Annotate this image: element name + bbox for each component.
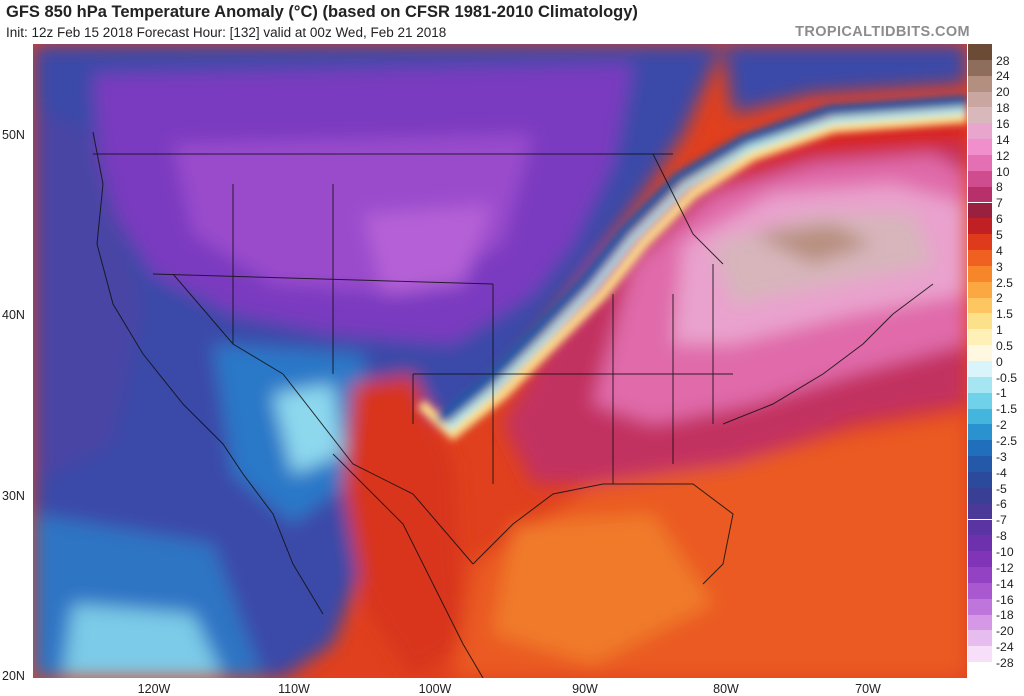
colorbar-cell	[968, 218, 992, 235]
colorbar-tick-label: -7	[996, 513, 1007, 528]
colorbar-tick-label: 24	[996, 69, 1010, 84]
colorbar-tick-label: -1.5	[996, 402, 1018, 417]
colorbar-cell	[968, 440, 992, 457]
colorbar-cell	[968, 519, 992, 536]
colorbar-cell	[968, 392, 992, 409]
colorbar-tick-label: -10	[996, 544, 1014, 559]
colorbar-tick-label: 8	[996, 180, 1003, 195]
colorbar-cell	[968, 281, 992, 298]
colorbar-tick-label: 4	[996, 243, 1003, 258]
colorbar-cell	[968, 456, 992, 472]
colorbar-tick-label: -8	[996, 529, 1007, 544]
colorbar-cell	[968, 202, 992, 219]
lon-label-120w: 120W	[137, 682, 171, 696]
colorbar-cell	[968, 234, 992, 251]
colorbar-cell	[968, 107, 992, 124]
colorbar-cell	[968, 329, 992, 346]
colorbar-tick-label: 2.5	[996, 275, 1013, 290]
lat-label-50n: 50N	[2, 128, 25, 142]
colorbar-cell	[968, 91, 992, 108]
colorbar-cell	[968, 250, 992, 266]
lon-label-100w: 100W	[418, 682, 452, 696]
colorbar-cell	[968, 376, 992, 393]
colorbar-tick-label: 16	[996, 117, 1010, 132]
colorbar-cell	[968, 503, 992, 520]
colorbar-tick-label: 5	[996, 227, 1003, 242]
colorbar-cell	[968, 170, 992, 187]
colorbar-cell	[968, 44, 992, 60]
colorbar-tick-label: 0	[996, 354, 1003, 369]
lat-label-30n: 30N	[2, 489, 25, 503]
colorbar-tick-label: 7	[996, 196, 1003, 211]
anomaly-field	[33, 44, 967, 678]
colorbar-tick-label: 3	[996, 259, 1003, 274]
colorbar-cell	[968, 630, 992, 647]
colorbar-tick-label: -5	[996, 481, 1007, 496]
colorbar-tick-label: 20	[996, 85, 1010, 100]
colorbar-cell	[968, 154, 992, 171]
lat-label-40n: 40N	[2, 308, 25, 322]
colorbar-cell	[968, 646, 992, 663]
colorbar-cell	[968, 487, 992, 504]
colorbar-tick-label: 2	[996, 291, 1003, 306]
lon-label-110w: 110W	[278, 682, 310, 696]
colorbar-tick-label: -20	[996, 624, 1014, 639]
colorbar-cell	[968, 551, 992, 568]
colorbar-cell	[968, 361, 992, 377]
colorbar-tick-label: 14	[996, 132, 1010, 147]
colorbar-tick-label: -14	[996, 576, 1014, 591]
colorbar-tick-label: 1	[996, 323, 1003, 338]
colorbar-cell	[968, 582, 992, 599]
colorbar-tick-label: 0.5	[996, 338, 1013, 353]
lon-label-80w: 80W	[713, 682, 739, 696]
colorbar-cell	[968, 186, 992, 203]
colorbar-cell	[968, 139, 992, 155]
colorbar-cell	[968, 265, 992, 282]
colorbar-tick-label: 28	[996, 53, 1010, 68]
colorbar-tick-label: -28	[996, 655, 1014, 670]
anomaly-map	[33, 44, 967, 678]
colorbar-cell	[968, 59, 992, 76]
colorbar-cell	[968, 598, 992, 615]
colorbar-tick-label: -2.5	[996, 434, 1018, 449]
colorbar-cell	[968, 471, 992, 488]
colorbar-tick-label: -24	[996, 640, 1014, 655]
colorbar-cell	[968, 614, 992, 631]
colorbar-tick-label: -2	[996, 418, 1007, 433]
colorbar-tick-label: 10	[996, 164, 1010, 179]
colorbar-tick-label: -4	[996, 465, 1007, 480]
colorbar-cell	[968, 75, 992, 92]
lat-label-20n: 20N	[2, 669, 25, 683]
map-title: GFS 850 hPa Temperature Anomaly (°C) (ba…	[6, 3, 638, 21]
lon-label-70w: 70W	[855, 682, 881, 696]
colorbar-cell	[968, 408, 992, 425]
lon-label-90w: 90W	[572, 682, 598, 696]
colorbar-tick-label: -3	[996, 449, 1007, 464]
colorbar-tick-label: -6	[996, 497, 1007, 512]
colorbar-cell	[968, 345, 992, 361]
colorbar-tick-label: -12	[996, 560, 1014, 575]
colorbar-cell	[968, 424, 992, 441]
colorbar-tick-label: -16	[996, 592, 1014, 607]
colorbar-cell	[968, 567, 992, 583]
site-watermark: TROPICALTIDBITS.COM	[795, 24, 970, 40]
map-subtitle: Init: 12z Feb 15 2018 Forecast Hour: [13…	[6, 25, 447, 40]
colorbar-tick-label: 18	[996, 101, 1010, 116]
colorbar-cell	[968, 313, 992, 330]
colorbar-tick-label: -18	[996, 608, 1014, 623]
colorbar-tick-label: 1.5	[996, 307, 1013, 322]
colorbar-tick-label: 12	[996, 148, 1010, 163]
colorbar-cell	[968, 123, 992, 140]
colorbar-tick-label: -0.5	[996, 370, 1018, 385]
colorbar-tick-label: 6	[996, 212, 1003, 227]
colorbar-cell	[968, 297, 992, 314]
colorbar-tick-label: -1	[996, 386, 1007, 401]
colorbar-cell	[968, 535, 992, 552]
